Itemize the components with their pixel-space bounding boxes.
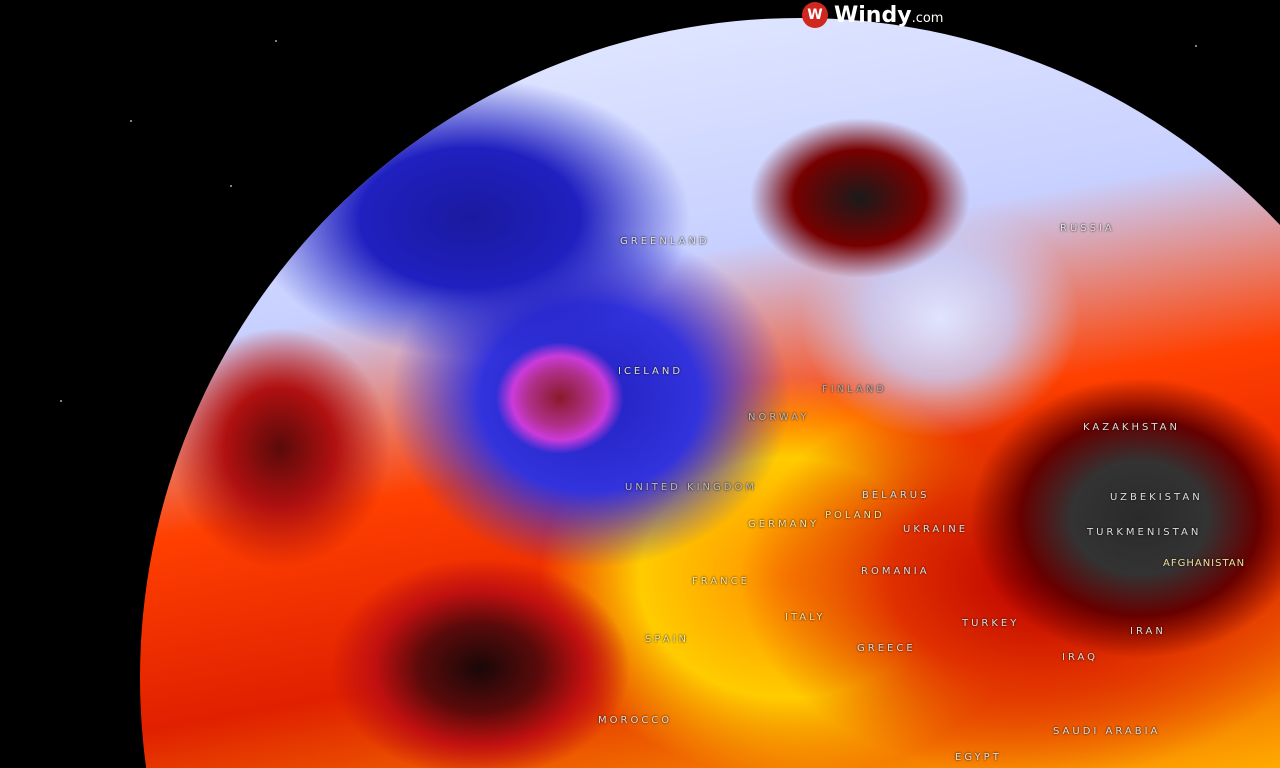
windy-logo-icon: W bbox=[802, 2, 828, 28]
map-label: ITALY bbox=[785, 612, 826, 623]
map-label: TURKEY bbox=[962, 618, 1020, 629]
star bbox=[130, 120, 132, 122]
map-label: UKRAINE bbox=[903, 524, 969, 535]
map-label: POLAND bbox=[825, 510, 885, 521]
map-label: IRAN bbox=[1130, 626, 1166, 637]
logo-text: Windy.com bbox=[834, 3, 943, 28]
windy-logo[interactable]: W Windy.com bbox=[802, 2, 943, 28]
map-label: UNITED KINGDOM bbox=[625, 482, 757, 493]
map-label: ICELAND bbox=[618, 366, 684, 377]
star bbox=[275, 40, 277, 42]
map-label: IRAQ bbox=[1062, 652, 1099, 663]
map-label: FINLAND bbox=[822, 384, 888, 395]
map-label: RUSSIA bbox=[1060, 223, 1115, 234]
map-label: AFGHANISTAN bbox=[1163, 558, 1246, 569]
map-label: SAUDI ARABIA bbox=[1053, 726, 1161, 737]
map-label: KAZAKHSTAN bbox=[1083, 422, 1180, 433]
map-label: BELARUS bbox=[862, 490, 930, 501]
star bbox=[60, 400, 62, 402]
map-label: MOROCCO bbox=[598, 715, 673, 726]
brand-suffix: .com bbox=[911, 10, 944, 26]
map-label: FRANCE bbox=[692, 576, 750, 587]
star bbox=[230, 185, 232, 187]
map-label: GREENLAND bbox=[620, 236, 710, 247]
map-label: GERMANY bbox=[748, 519, 820, 530]
map-label: NORWAY bbox=[748, 412, 810, 423]
brand-name: Windy bbox=[834, 2, 912, 28]
map-label: UZBEKISTAN bbox=[1110, 492, 1203, 503]
map-label: SPAIN bbox=[645, 634, 690, 645]
map-label: GREECE bbox=[857, 643, 916, 654]
map-label: ROMANIA bbox=[861, 566, 930, 577]
map-label: EGYPT bbox=[955, 752, 1002, 763]
star bbox=[1195, 45, 1197, 47]
map-label: TURKMENISTAN bbox=[1087, 527, 1202, 538]
